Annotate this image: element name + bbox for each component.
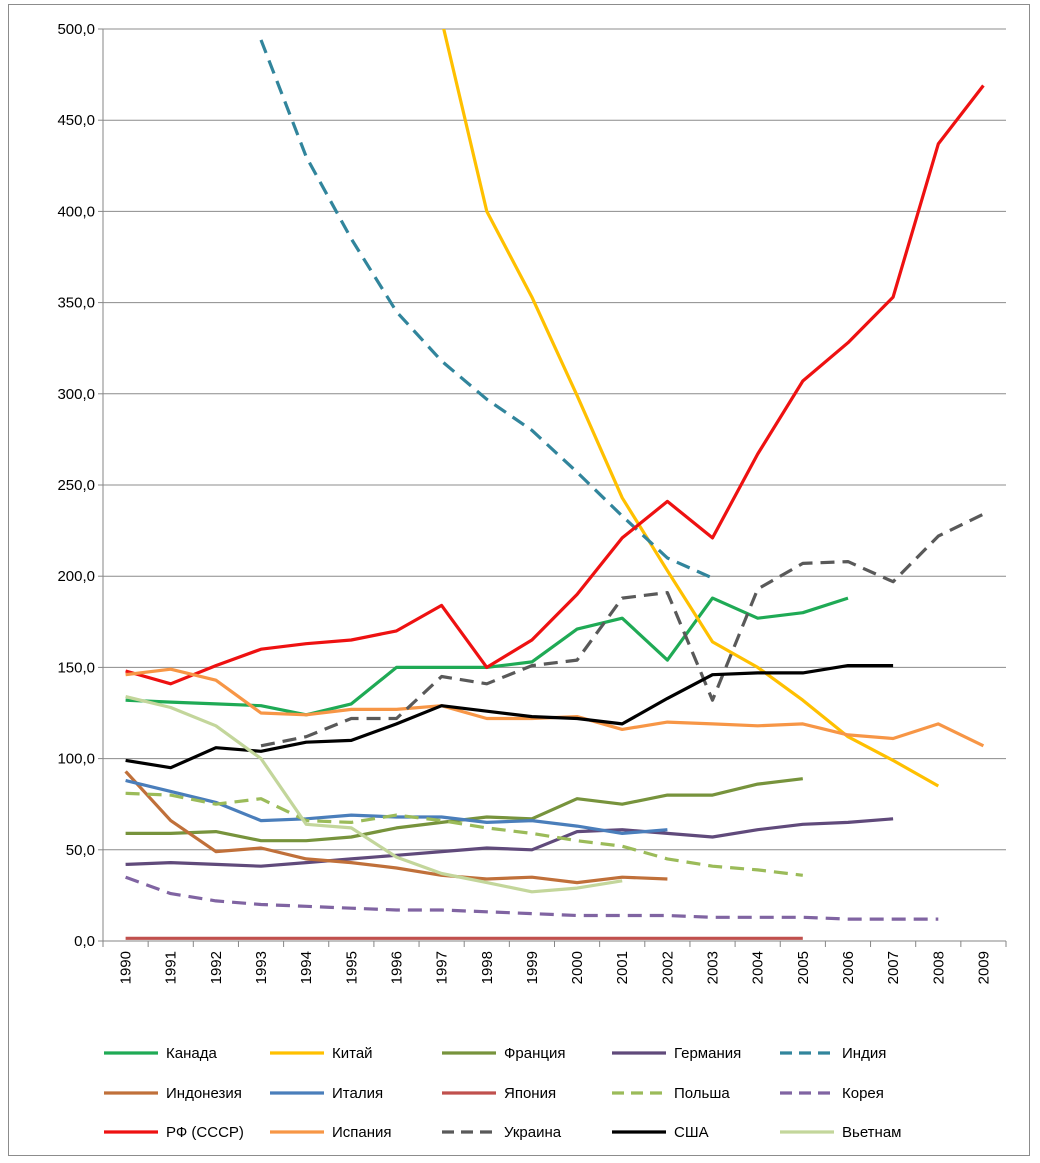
legend-item: Италия bbox=[270, 1085, 383, 1102]
legend-label: Германия bbox=[674, 1045, 741, 1062]
legend-item: Япония bbox=[442, 1085, 556, 1102]
y-tick-label: 150,0 bbox=[57, 659, 95, 676]
series-line-12 bbox=[125, 667, 985, 748]
series-line-3 bbox=[125, 777, 803, 843]
x-tick-label: 1991 bbox=[163, 951, 180, 984]
y-tick-label: 350,0 bbox=[57, 295, 95, 312]
y-tick-label: 250,0 bbox=[57, 477, 95, 494]
legend-item: Украина bbox=[442, 1124, 562, 1141]
series-line-5 bbox=[259, 39, 714, 580]
series-line-7 bbox=[125, 778, 668, 835]
x-tick-label: 1996 bbox=[388, 951, 405, 984]
y-tick-label: 100,0 bbox=[57, 751, 95, 768]
x-tick-label: 1993 bbox=[253, 951, 270, 984]
legend-label: Испания bbox=[332, 1124, 392, 1141]
series-line-10 bbox=[125, 875, 939, 921]
y-tick-label: 200,0 bbox=[57, 568, 95, 585]
gridlines bbox=[103, 28, 1006, 851]
y-tick-label: 300,0 bbox=[57, 386, 95, 403]
x-tick-label: 2002 bbox=[659, 951, 676, 984]
legend-item: Польша bbox=[612, 1085, 730, 1102]
x-tick-label: 2009 bbox=[975, 951, 992, 984]
legend-label: Украина bbox=[504, 1124, 562, 1141]
series-line-13 bbox=[260, 512, 985, 748]
legend-item: Франция bbox=[442, 1045, 565, 1062]
legend: Канада Китай Франция Германия Индия Индонезия… bbox=[104, 1045, 901, 1141]
legend-item: РФ (СССР) bbox=[104, 1124, 244, 1141]
x-tick-label: 1990 bbox=[118, 951, 135, 984]
legend-label: Франция bbox=[504, 1045, 565, 1062]
x-tick-label: 1994 bbox=[298, 951, 315, 984]
legend-label: Япония bbox=[504, 1085, 556, 1102]
legend-label: Польша bbox=[674, 1085, 730, 1102]
x-tick-label: 2003 bbox=[705, 951, 722, 984]
legend-item: США bbox=[612, 1124, 709, 1141]
chart-frame bbox=[8, 4, 1030, 1156]
series-line-2 bbox=[442, 29, 940, 788]
x-tick-label: 2007 bbox=[885, 951, 902, 984]
legend-item: Китай bbox=[270, 1045, 373, 1062]
x-tick-label: 2001 bbox=[614, 951, 631, 984]
y-tick-label: 50,0 bbox=[66, 842, 95, 859]
legend-item: Корея bbox=[780, 1085, 884, 1102]
x-tick-label: 2006 bbox=[840, 951, 857, 984]
x-tick-label: 1998 bbox=[479, 951, 496, 984]
legend-item: Германия bbox=[612, 1045, 741, 1062]
x-tick-label: 1992 bbox=[208, 951, 225, 984]
legend-item: Вьетнам bbox=[780, 1124, 901, 1141]
series-lines bbox=[124, 29, 985, 940]
x-tick-label: 2000 bbox=[569, 951, 586, 984]
y-tick-label: 0,0 bbox=[74, 933, 95, 950]
legend-label: Корея bbox=[842, 1085, 884, 1102]
legend-label: Индонезия bbox=[166, 1085, 242, 1102]
legend-item: Испания bbox=[270, 1124, 392, 1141]
y-tick-label: 500,0 bbox=[57, 21, 95, 38]
legend-label: Италия bbox=[332, 1085, 383, 1102]
y-tick-label: 450,0 bbox=[57, 112, 95, 129]
legend-label: США bbox=[674, 1124, 709, 1141]
series-line-14 bbox=[125, 664, 894, 770]
x-tick-label: 1995 bbox=[343, 951, 360, 984]
axes: 0,0 50,0 100,0 150,0 200,0 250,0 300,0 350,0 400… bbox=[57, 21, 1007, 984]
x-tick-label: 1999 bbox=[524, 951, 541, 984]
y-tick-label: 400,0 bbox=[57, 203, 95, 220]
x-tick-label: 2004 bbox=[750, 951, 767, 984]
legend-label: Индия bbox=[842, 1045, 886, 1062]
x-tick-label: 2008 bbox=[930, 951, 947, 984]
legend-label: РФ (СССР) bbox=[166, 1124, 244, 1141]
series-line-15 bbox=[125, 695, 623, 894]
legend-label: Китай bbox=[332, 1045, 373, 1062]
series-line-4 bbox=[125, 817, 894, 868]
series-line-6 bbox=[124, 770, 668, 885]
legend-item: Канада bbox=[104, 1045, 217, 1062]
legend-label: Вьетнам bbox=[842, 1124, 901, 1141]
legend-label: Канада bbox=[166, 1045, 217, 1062]
legend-item: Индонезия bbox=[104, 1085, 242, 1102]
x-tick-label: 2005 bbox=[795, 951, 812, 984]
x-tick-label: 1997 bbox=[434, 951, 451, 984]
series-line-9 bbox=[125, 791, 803, 877]
series-line-11 bbox=[125, 84, 985, 686]
legend-item: Индия bbox=[780, 1045, 886, 1062]
